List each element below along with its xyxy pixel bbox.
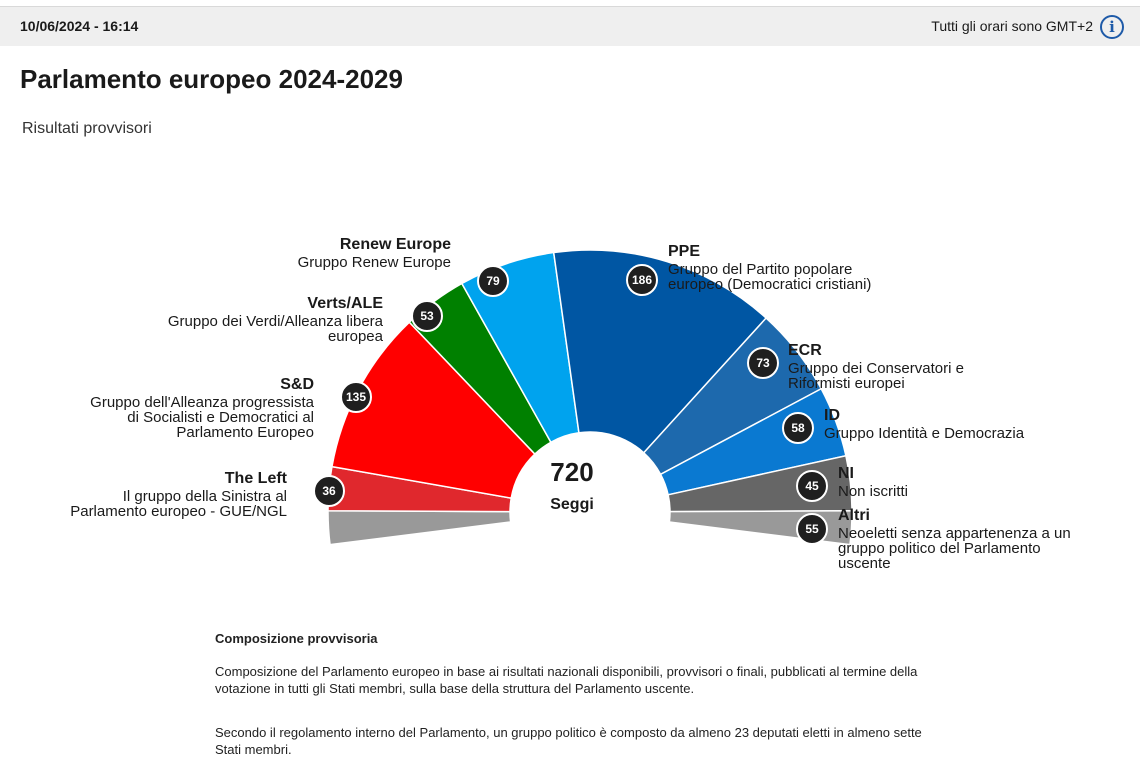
total-seats-value: 720 (550, 457, 593, 487)
legend-name-the-left: Il gruppo della Sinistra al Parlamento eu… (70, 488, 287, 520)
seats-value-id: 58 (791, 421, 805, 435)
seats-bubble-ecr (747, 347, 779, 379)
legend-abbr-altri: Altri (838, 507, 870, 524)
info-icon[interactable]: i (1100, 15, 1124, 39)
seats-bubble-ppe (626, 264, 658, 296)
page-title: Parlamento europeo 2024-2029 (20, 64, 403, 94)
segment-sandd[interactable] (331, 321, 536, 500)
page-subtitle: Risultati provvisori (22, 120, 152, 137)
legend-abbr-ecr: ECR (788, 342, 822, 359)
legend-abbr-ppe: PPE (668, 243, 700, 260)
notes-title: Composizione provvisoria (215, 631, 378, 646)
seats-value-verts-ale: 53 (420, 309, 434, 323)
seats-value-sandd: 135 (346, 390, 366, 404)
legend-name-renew-europe: Gruppo Renew Europe (298, 254, 451, 271)
top-bar: 10/06/2024 - 16:14 Tutti gli orari sono … (0, 6, 1140, 46)
seats-bubble-ni (796, 470, 828, 502)
seats-value-ppe: 186 (632, 273, 652, 287)
timezone-note: Tutti gli orari sono GMT+2 (931, 18, 1093, 34)
seats-value-ni: 45 (805, 479, 819, 493)
legend-name-verts-ale: Gruppo dei Verdi/Alleanza libera europea (168, 313, 384, 345)
seats-value-ecr: 73 (756, 356, 770, 370)
notes-paragraph-2: Secondo il regolamento interno del Parla… (215, 725, 922, 757)
legend-name-ppe: Gruppo del Partito popolare europeo (Demo… (668, 261, 871, 293)
legend-abbr-verts-ale: Verts/ALE (307, 295, 383, 312)
datetime: 10/06/2024 - 16:14 (20, 18, 139, 34)
legend-abbr-sandd: S&D (280, 376, 314, 393)
legend-name-id: Gruppo Identità e Democrazia (824, 425, 1025, 442)
total-seats-label: Seggi (550, 496, 594, 513)
seats-bubble-verts-ale (411, 300, 443, 332)
legend-name-ecr: Gruppo dei Conservatori e Riformisti euro… (788, 360, 964, 392)
seats-value-the-left: 36 (322, 484, 336, 498)
legend-name-altri: Neoeletti senza appartenenza a un gruppo … (838, 525, 1071, 572)
seats-bubble-renew-europe (477, 265, 509, 297)
legend-abbr-ni: NI (838, 465, 854, 482)
legend-abbr-id: ID (824, 407, 840, 424)
seats-bubble-the-left (313, 475, 345, 507)
seats-bubble-altri (796, 513, 828, 545)
seats-value-altri: 55 (805, 522, 819, 536)
seats-value-renew-europe: 79 (486, 274, 500, 288)
notes-paragraph-1: Composizione del Parlamento europeo in b… (215, 664, 918, 696)
legend-abbr-the-left: The Left (225, 470, 288, 487)
segment-ppe[interactable] (552, 249, 768, 454)
legend-name-sandd: Gruppo dell'Alleanza progressista di Soci… (90, 394, 314, 441)
center-hole (514, 444, 666, 596)
legend-name-ni: Non iscritti (838, 483, 908, 500)
seats-bubble-id (782, 412, 814, 444)
legend-abbr-renew-europe: Renew Europe (340, 236, 451, 253)
segment-altri-left[interactable] (327, 510, 512, 546)
seats-bubble-sandd (340, 381, 372, 413)
